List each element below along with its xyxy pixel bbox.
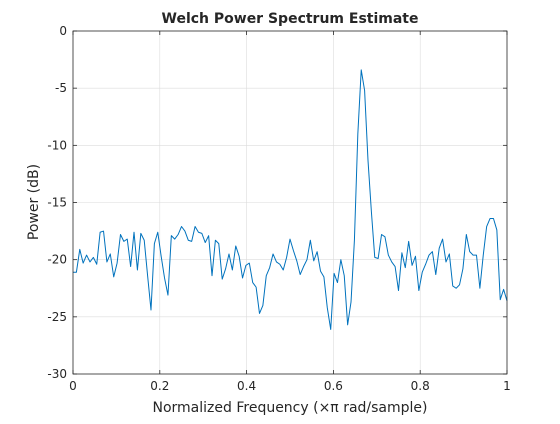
x-tick-label: 0.8 — [411, 379, 430, 393]
y-tick-label: -5 — [55, 81, 67, 95]
plot-area — [73, 69, 508, 330]
psd-series-line — [73, 69, 508, 330]
grid — [73, 31, 507, 374]
y-tick-label: -15 — [47, 196, 67, 210]
y-tick-label: -20 — [47, 253, 67, 267]
y-tick-label: 0 — [59, 24, 67, 38]
x-tick-label: 0 — [69, 379, 77, 393]
y-tick-labels: -30 -25 -20 -15 -10 -5 0 — [47, 24, 67, 381]
x-tick-labels: 0 0.2 0.4 0.6 0.8 1 — [69, 379, 511, 393]
x-tick-label: 0.4 — [237, 379, 256, 393]
y-tick-label: -25 — [47, 310, 67, 324]
chart-title: Welch Power Spectrum Estimate — [162, 11, 419, 27]
ticks — [72, 30, 508, 375]
y-tick-label: -30 — [47, 367, 67, 381]
x-axis-label: Normalized Frequency (×π rad/sample) — [153, 400, 428, 416]
y-axis-label: Power (dB) — [26, 164, 42, 240]
x-tick-label: 0.6 — [324, 379, 343, 393]
y-tick-label: -10 — [47, 138, 67, 152]
x-tick-label: 0.2 — [150, 379, 169, 393]
x-tick-label: 1 — [503, 379, 511, 393]
